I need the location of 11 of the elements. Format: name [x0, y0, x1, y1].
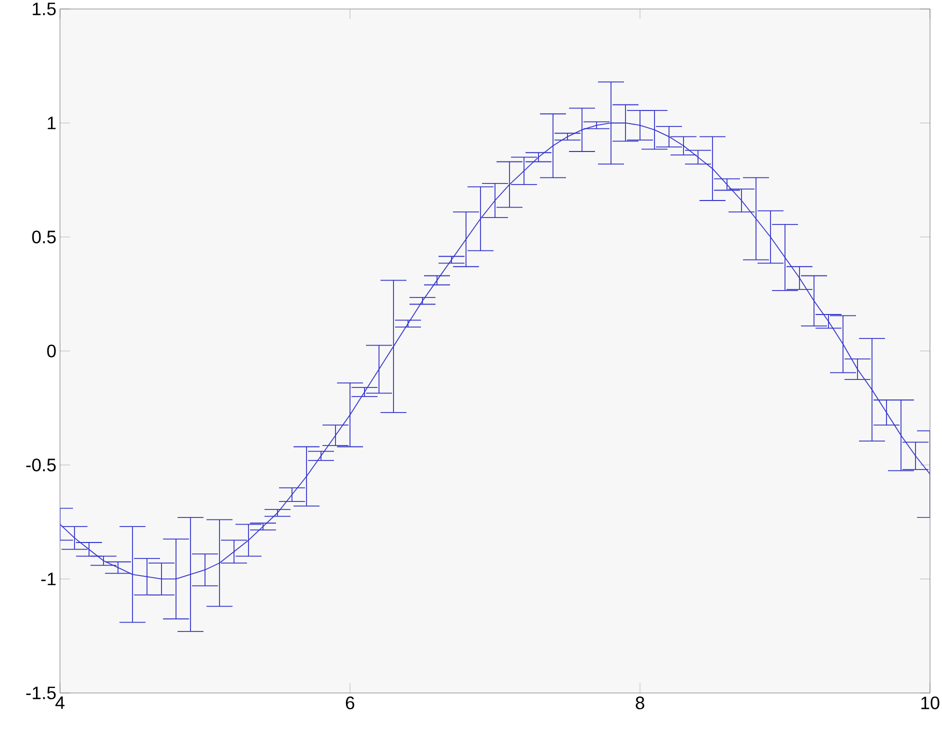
x-tick-label: 10 — [921, 696, 940, 710]
x-tick-label: 4 — [55, 696, 64, 709]
y-tick-label: 1 — [48, 116, 56, 130]
x-tick-label: 6 — [346, 696, 354, 710]
y-tick-label: -1 — [41, 572, 56, 586]
y-tick-label: 0.5 — [32, 230, 56, 244]
x-tick-label: 8 — [636, 696, 644, 710]
y-tick-label: -1.5 — [26, 686, 56, 700]
y-tick-label: 0 — [47, 344, 56, 358]
y-tick-label: 1.5 — [32, 2, 56, 16]
y-tick-label: -0.5 — [26, 458, 56, 472]
